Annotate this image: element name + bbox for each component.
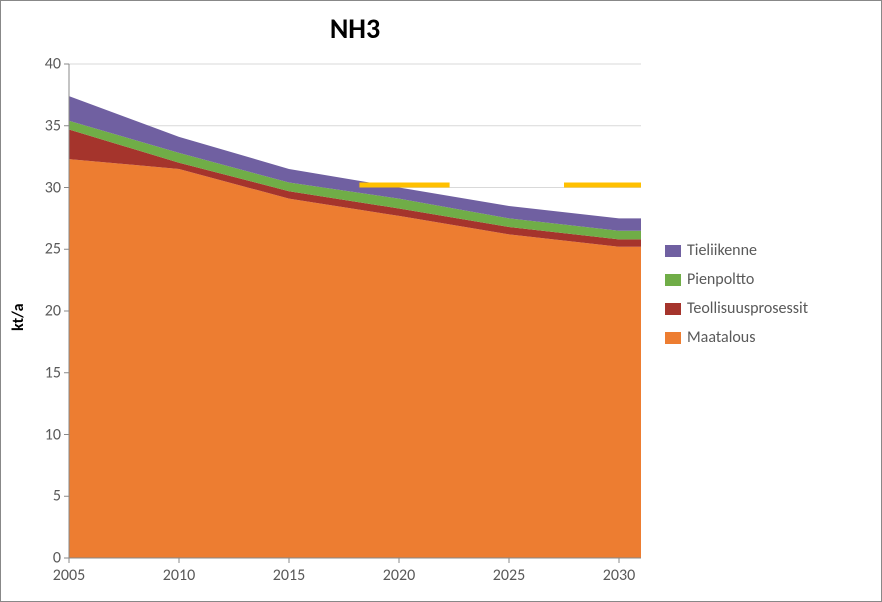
y-tick-label: 15 [1, 363, 61, 382]
y-tick-label: 0 [1, 549, 61, 568]
legend-item-maatalous: Maatalous [665, 328, 808, 347]
legend-swatch [665, 303, 681, 315]
y-tick-label: 20 [1, 302, 61, 321]
y-tick-label: 10 [1, 425, 61, 444]
legend-swatch [665, 332, 681, 344]
chart-title: NH3 [69, 11, 641, 46]
x-tick-label: 2030 [603, 566, 635, 585]
legend-label: Pienpoltto [687, 270, 754, 289]
chart-frame: NH3 kt/a 0510152025303540 20052010201520… [0, 0, 882, 602]
legend-swatch [665, 274, 681, 286]
x-tick-label: 2010 [163, 566, 195, 585]
legend-label: Maatalous [687, 328, 755, 347]
legend-item-tieliikenne: Tieliikenne [665, 241, 808, 260]
legend-label: Teollisuusprosessit [687, 299, 808, 318]
legend-item-teollisuusprosessit: Teollisuusprosessit [665, 299, 808, 318]
y-tick-label: 40 [1, 55, 61, 74]
y-tick-label: 5 [1, 487, 61, 506]
plot-area [69, 64, 641, 558]
legend-label: Tieliikenne [687, 241, 757, 260]
legend: Tieliikenne Pienpoltto Teollisuusprosessit… [665, 231, 808, 357]
x-tick-label: 2015 [273, 566, 305, 585]
legend-swatch [665, 245, 681, 257]
y-tick-label: 35 [1, 116, 61, 135]
x-tick-label: 2025 [493, 566, 525, 585]
x-tick-label: 2020 [383, 566, 415, 585]
y-tick-label: 30 [1, 178, 61, 197]
y-tick-label: 25 [1, 240, 61, 259]
x-tick-label: 2005 [53, 566, 85, 585]
legend-item-pienpoltto: Pienpoltto [665, 270, 808, 289]
